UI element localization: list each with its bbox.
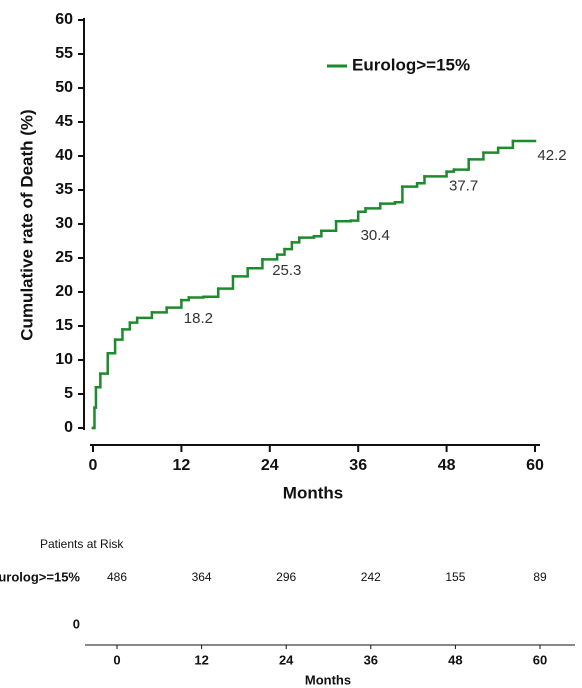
step-segment [364, 202, 382, 210]
x-tick-label: 12 [173, 457, 191, 474]
step-segment [298, 234, 316, 239]
step-segment [246, 258, 264, 270]
step-segment [165, 298, 183, 309]
step-segment [423, 170, 448, 178]
step-segment [91, 406, 96, 430]
point-label: 42.2 [537, 147, 566, 164]
y-tick-label: 60 [55, 11, 73, 28]
legend-label: Eurolog>=15% [352, 55, 470, 74]
step-segment [415, 175, 426, 185]
y-tick-label: 35 [55, 181, 73, 198]
step-segment [467, 151, 485, 161]
y-tick-label: 55 [55, 45, 73, 62]
step-segment [379, 200, 397, 205]
y-tick-label: 30 [55, 215, 73, 232]
risk-count: 364 [192, 570, 212, 584]
risk-count: 155 [445, 570, 465, 584]
risk-x-tick-label: 48 [448, 652, 462, 667]
point-label: 18.2 [184, 310, 213, 327]
step-segment [312, 229, 323, 238]
step-segment [121, 321, 132, 331]
point-label: 30.4 [361, 227, 390, 244]
risk-x-tick-label: 60 [533, 652, 547, 667]
risk-count: 242 [361, 570, 381, 584]
step-segment [261, 253, 279, 261]
point-label: 25.3 [272, 262, 301, 279]
x-tick-label: 0 [89, 457, 98, 474]
y-tick-label: 0 [64, 419, 73, 436]
y-tick-label: 15 [55, 317, 73, 334]
step-segment [128, 316, 139, 324]
risk-x-tick-label: 0 [113, 652, 120, 667]
x-axis-title: Months [283, 483, 343, 502]
step-segment [283, 241, 294, 251]
step-segment [496, 139, 515, 150]
step-segment [106, 338, 117, 355]
risk-count: 296 [276, 570, 296, 584]
step-segment [113, 328, 124, 341]
y-tick-label: 5 [64, 385, 73, 402]
x-tick-label: 24 [261, 457, 279, 474]
step-segment [99, 351, 109, 375]
y-tick-label: 45 [55, 113, 73, 130]
step-segment [482, 146, 500, 154]
step-segment [93, 385, 98, 409]
y-tick-label: 50 [55, 79, 73, 96]
step-segment [320, 220, 338, 233]
risk-x-tick-label: 36 [364, 652, 378, 667]
step-segment [349, 210, 360, 222]
step-segment [187, 295, 205, 299]
risk-x-tick-label: 24 [279, 652, 294, 667]
y-tick-label: 25 [55, 249, 73, 266]
step-segment [290, 236, 301, 244]
y-tick-label: 40 [55, 147, 73, 164]
risk-count: 486 [107, 570, 127, 584]
step-segment [393, 185, 404, 204]
step-segment [135, 311, 154, 320]
risk-table-title: Patients at Risk [40, 537, 124, 551]
risk-row-label: Eurolog>=15% [0, 569, 80, 584]
step-segment [202, 287, 220, 299]
y-tick-label: 10 [55, 351, 73, 368]
risk-x-tick-label: 12 [194, 652, 208, 667]
step-segment [94, 372, 102, 389]
step-segment [334, 219, 353, 223]
step-segment [452, 158, 470, 171]
risk-count: 89 [533, 570, 547, 584]
x-tick-label: 48 [438, 457, 456, 474]
x-tick-label: 36 [349, 457, 367, 474]
step-segment [401, 181, 419, 188]
risk-row-label: 0 [73, 616, 80, 631]
y-axis-title: Cumulative rate of Death (%) [17, 109, 36, 340]
y-tick-label: 20 [55, 283, 73, 300]
step-segment [275, 247, 286, 256]
step-segment [150, 306, 168, 314]
step-segment [231, 266, 249, 278]
risk-axis-title: Months [305, 672, 351, 687]
x-tick-label: 60 [526, 457, 544, 474]
point-label: 37.7 [449, 178, 478, 195]
step-segment [216, 275, 235, 290]
